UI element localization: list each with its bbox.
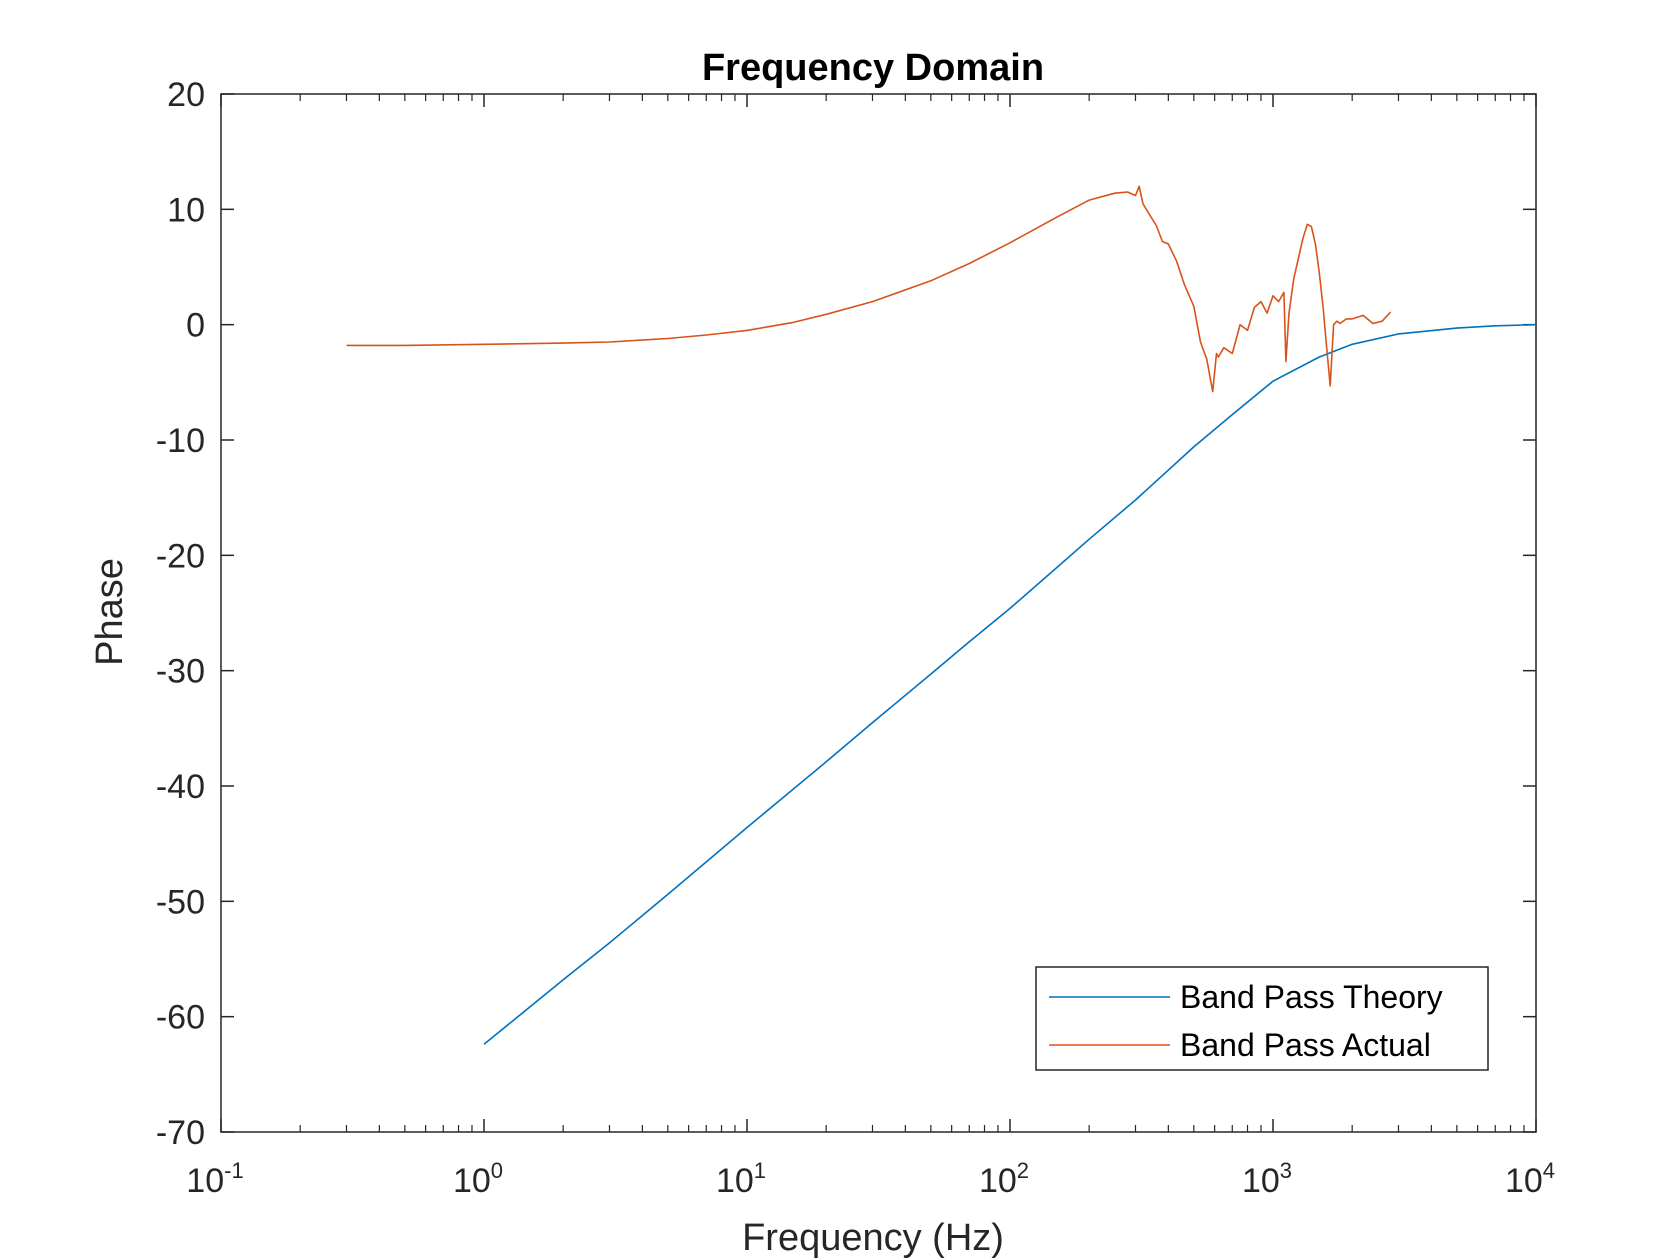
y-tick-label: 0 xyxy=(186,307,205,345)
y-tick-label: -20 xyxy=(156,537,205,575)
x-axis-title: Frequency (Hz) xyxy=(742,1217,1004,1259)
y-tick-label: -40 xyxy=(156,768,205,806)
legend-label-1: Band Pass Actual xyxy=(1180,1027,1431,1063)
y-tick-label: 10 xyxy=(167,191,205,229)
plot-frame xyxy=(220,93,1537,1133)
x-tick-label: 104 xyxy=(1505,1158,1555,1200)
legend-label-0: Band Pass Theory xyxy=(1180,979,1443,1015)
x-tick-label: 100 xyxy=(453,1158,503,1200)
y-axis-title: Phase xyxy=(89,558,131,666)
x-tick-label: 10-1 xyxy=(186,1158,243,1200)
series-layer xyxy=(346,185,1537,1045)
y-tick-label: -60 xyxy=(156,999,205,1037)
y-tick-label: -10 xyxy=(156,422,205,460)
y-tick-label: 20 xyxy=(167,76,205,114)
y-tick-label: -50 xyxy=(156,883,205,921)
chart-title: Frequency Domain xyxy=(702,47,1044,89)
legend-box xyxy=(1035,966,1489,1071)
legend: Band Pass Theory Band Pass Actual xyxy=(1035,966,1489,1071)
y-tick-label: -30 xyxy=(156,653,205,691)
x-tick-label: 102 xyxy=(979,1158,1029,1200)
series-line-0 xyxy=(483,323,1537,1045)
y-tick-label: -70 xyxy=(156,1114,205,1152)
x-tick-label: 101 xyxy=(716,1158,766,1200)
x-tick-label: 103 xyxy=(1242,1158,1292,1200)
plot-area xyxy=(220,93,1537,1133)
series-line-1 xyxy=(346,185,1392,393)
